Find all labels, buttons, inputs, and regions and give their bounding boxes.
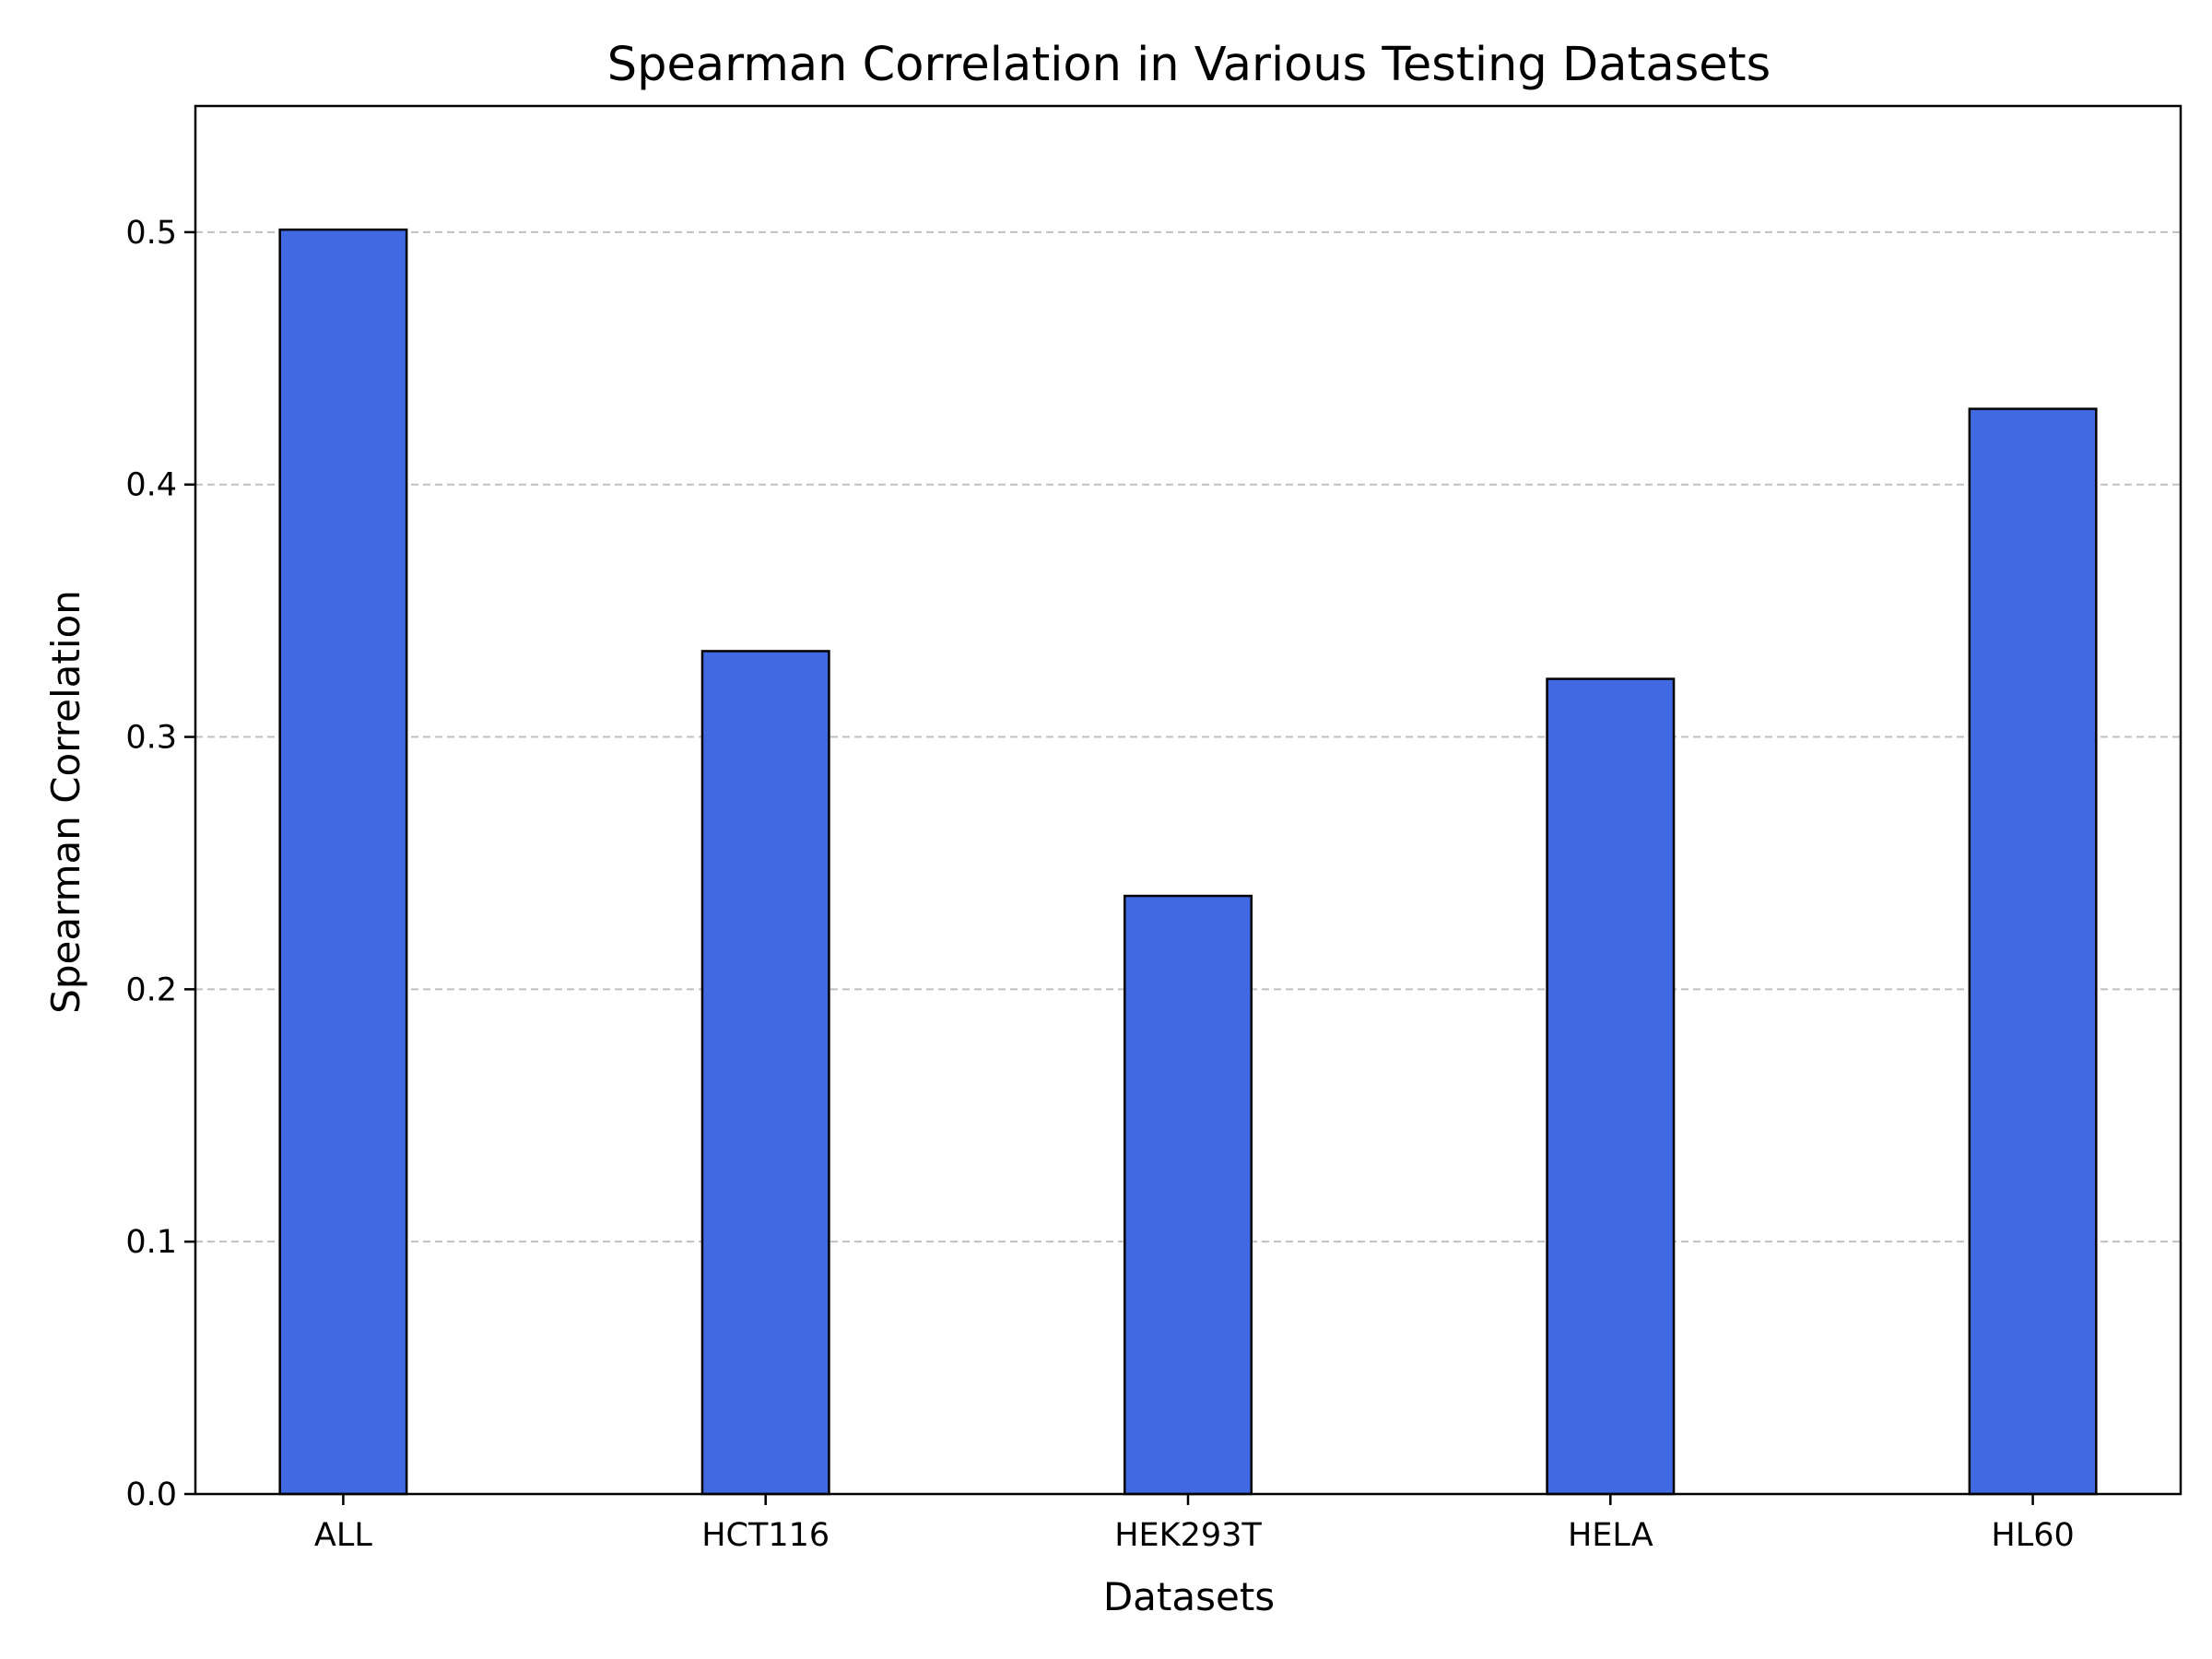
x-axis-label: Datasets	[1103, 1574, 1275, 1619]
x-tick-label: ALL	[314, 1517, 372, 1554]
chart-title: Spearman Correlation in Various Testing …	[607, 38, 1771, 92]
bar-hl60	[1968, 407, 2098, 1496]
x-tick-label: HEK293T	[1114, 1517, 1262, 1554]
y-axis-label: Spearman Correlation	[43, 590, 88, 1014]
y-tick-label: 0.4	[125, 467, 177, 504]
x-tick-label: HL60	[1991, 1517, 2074, 1554]
bar-hek293t	[1124, 894, 1253, 1496]
x-axis-ticks: ALL HCT116 HEK293T HELA HL60	[314, 1494, 2075, 1554]
bar-hela	[1546, 677, 1676, 1496]
plot-frame	[194, 104, 2183, 1496]
bars	[278, 228, 2098, 1496]
bar-hct116	[700, 650, 830, 1496]
y-tick-label: 0.1	[125, 1224, 177, 1261]
y-tick-label: 0.5	[125, 215, 177, 252]
y-tick-label: 0.3	[125, 720, 177, 757]
gridlines	[195, 230, 2181, 1243]
y-tick-label: 0.2	[125, 971, 177, 1008]
y-tick-label: 0.0	[125, 1477, 177, 1513]
bar-all	[278, 228, 408, 1496]
y-axis-ticks: 0.0 0.1 0.2 0.3 0.4 0.5	[125, 215, 195, 1513]
x-tick-label: HCT116	[701, 1517, 830, 1554]
x-tick-label: HELA	[1568, 1517, 1653, 1554]
